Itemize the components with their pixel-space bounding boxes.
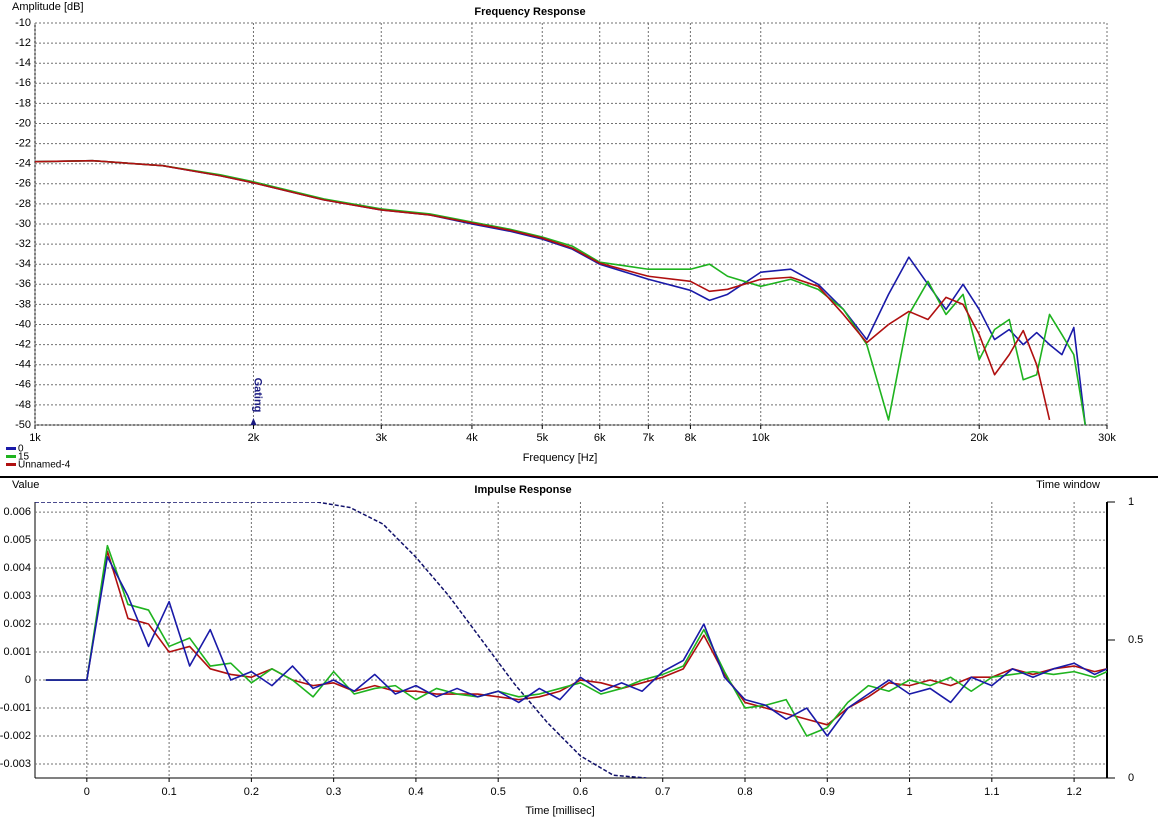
x-tick-label: 1k: [29, 432, 41, 444]
x-tick-label: 20k: [970, 432, 988, 444]
y-tick-label: 0.005: [3, 534, 31, 546]
x-tick-label: 8k: [685, 432, 697, 444]
x-axis-label: Frequency [Hz]: [523, 452, 598, 464]
y-tick-label: -0.001: [0, 702, 31, 714]
y-tick-label: -14: [15, 57, 31, 69]
y-tick-label: -0.002: [0, 730, 31, 742]
plot-area: [35, 159, 1087, 425]
legend-entry: Unnamed-4: [18, 460, 71, 471]
y-axis-label: Value: [12, 479, 39, 491]
y-tick-label: -30: [15, 218, 31, 230]
annotation: Gating: [252, 378, 264, 413]
y2-tick-label: 1: [1128, 496, 1134, 508]
series-line: [35, 159, 1087, 425]
y-tick-label: 0.006: [3, 506, 31, 518]
y-tick-label: -50: [15, 419, 31, 431]
x-axis-label: Time [millisec]: [525, 805, 594, 817]
x-tick-label: 0.7: [655, 786, 670, 798]
y-tick-label: -28: [15, 198, 31, 210]
x-tick-label: 0.9: [820, 786, 835, 798]
x-tick-label: 1: [906, 786, 912, 798]
x-tick-label: 0.2: [244, 786, 259, 798]
legend-entry: 15: [18, 452, 30, 463]
chart-title: Frequency Response: [474, 6, 585, 18]
x-tick-label: 0.6: [573, 786, 588, 798]
y-tick-label: 0.001: [3, 646, 31, 658]
y-tick-label: -36: [15, 278, 31, 290]
y2-tick-label: 0.5: [1128, 634, 1143, 646]
chart-title: Impulse Response: [474, 484, 571, 496]
x-tick-label: 0.1: [161, 786, 176, 798]
y-tick-label: -46: [15, 379, 31, 391]
y-tick-label: -40: [15, 318, 31, 330]
plot-area: [35, 502, 1107, 778]
y-tick-label: -18: [15, 97, 31, 109]
y-tick-label: -10: [15, 17, 31, 29]
legend-swatch: [6, 447, 16, 450]
y-tick-label: -44: [15, 359, 31, 371]
series-line: [45, 544, 1107, 737]
x-tick-label: 1.2: [1066, 786, 1081, 798]
y-tick-label: -38: [15, 298, 31, 310]
y-tick-label: -42: [15, 339, 31, 351]
y-tick-label: -48: [15, 399, 31, 411]
y2-tick-label: 0: [1128, 772, 1134, 784]
series-line: [45, 550, 1107, 726]
x-tick-label: 0: [84, 786, 90, 798]
y-tick-label: -24: [15, 158, 31, 170]
series-line: [45, 556, 1107, 737]
legend-swatch: [6, 455, 16, 458]
x-tick-label: 6k: [594, 432, 606, 444]
x-tick-label: 10k: [752, 432, 770, 444]
x-tick-label: 0.8: [737, 786, 752, 798]
series-line: [35, 159, 1051, 421]
y-tick-label: -32: [15, 238, 31, 250]
y-tick-label: -34: [15, 258, 31, 270]
x-tick-label: 3k: [375, 432, 387, 444]
y-tick-label: 0.002: [3, 618, 31, 630]
y-tick-label: 0: [25, 674, 31, 686]
x-tick-label: 4k: [466, 432, 478, 444]
legend-entry: 0: [18, 444, 24, 455]
y-tick-label: -20: [15, 117, 31, 129]
y-axis-label: Amplitude [dB]: [12, 1, 84, 13]
y-tick-label: 0.004: [3, 562, 31, 574]
series-line: [35, 159, 1087, 425]
x-tick-label: 30k: [1098, 432, 1116, 444]
y-tick-label: -22: [15, 138, 31, 150]
y2-axis-label: Time window: [1036, 479, 1100, 491]
annotation-marker: [250, 418, 257, 425]
x-tick-label: 1.1: [984, 786, 999, 798]
y-tick-label: -0.003: [0, 758, 31, 770]
x-tick-label: 0.4: [408, 786, 423, 798]
legend-swatch: [6, 463, 16, 466]
x-tick-label: 5k: [536, 432, 548, 444]
y-tick-label: -26: [15, 178, 31, 190]
x-tick-label: 0.3: [326, 786, 341, 798]
y-tick-label: -12: [15, 37, 31, 49]
series-line: [35, 502, 647, 778]
x-tick-label: 7k: [643, 432, 655, 444]
y-tick-label: 0.003: [3, 590, 31, 602]
y-tick-label: -16: [15, 77, 31, 89]
x-tick-label: 2k: [248, 432, 260, 444]
x-tick-label: 0.5: [491, 786, 506, 798]
